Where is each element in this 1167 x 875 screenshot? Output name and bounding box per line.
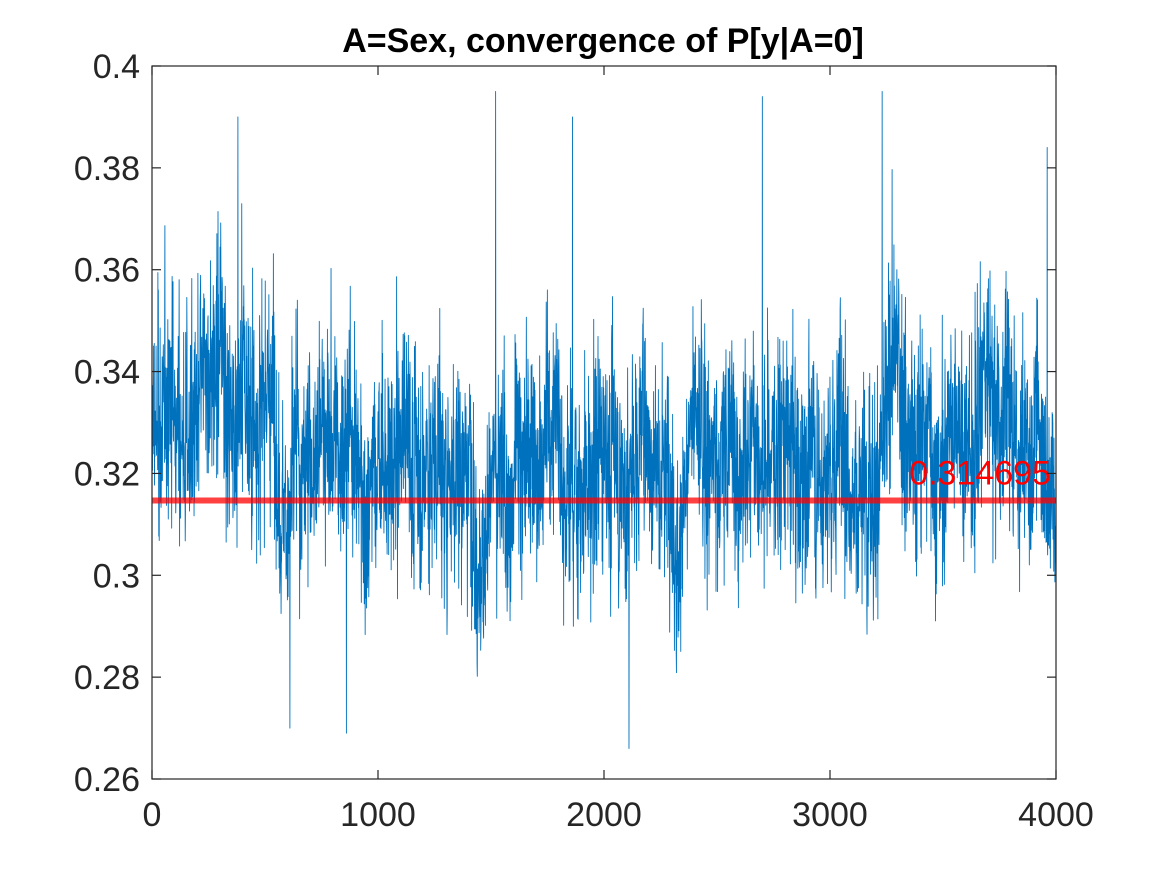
x-tick-label: 2000: [566, 796, 642, 834]
y-tick-label: 0.32: [74, 455, 140, 493]
y-tick-label: 0.34: [74, 354, 140, 392]
x-tick-label: 1000: [340, 796, 416, 834]
plot-area: 0.314695 0 1000 2000 3000 4000 0.26 0.28 0.3 0.32…: [74, 48, 1094, 834]
x-tick-label: 3000: [792, 796, 868, 834]
y-tick-label: 0.36: [74, 252, 140, 290]
y-tick-label: 0.4: [93, 48, 140, 86]
y-tick-label: 0.26: [74, 761, 140, 799]
reference-line-label: 0.314695: [909, 454, 1051, 492]
y-tick-label: 0.28: [74, 659, 140, 697]
y-tick-label: 0.38: [74, 150, 140, 188]
y-tick-label: 0.3: [93, 557, 140, 595]
chart-title: A=Sex, convergence of P[y|A=0]: [342, 22, 864, 60]
series-line-samples: [151, 91, 1057, 749]
x-tick-label: 0: [143, 796, 162, 834]
x-tick-label: 4000: [1018, 796, 1094, 834]
